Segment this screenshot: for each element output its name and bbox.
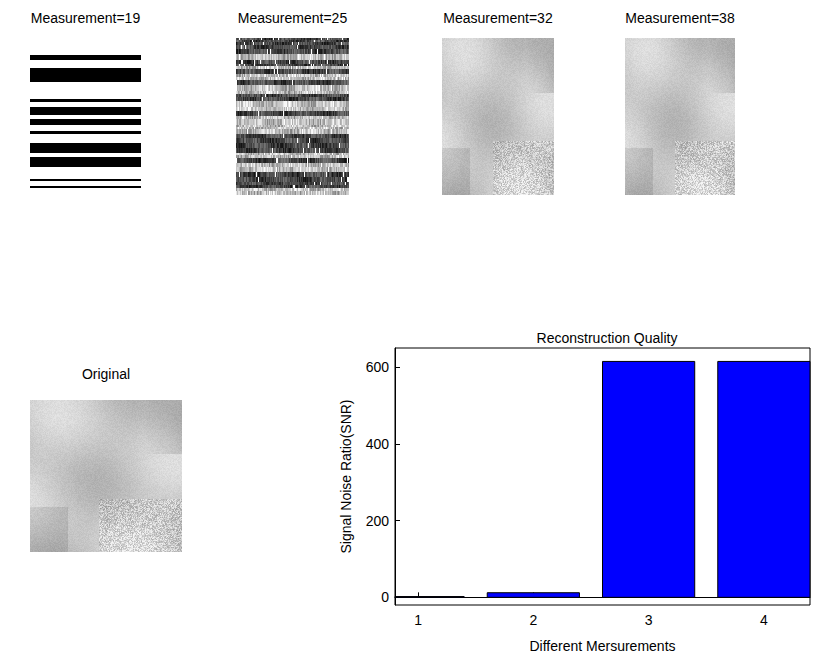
svg-text:0: 0 — [381, 589, 389, 605]
svg-text:Different Mersurements: Different Mersurements — [529, 638, 675, 654]
svg-text:200: 200 — [366, 513, 390, 529]
html-text:Measurement=19: Measurement=19 — [30, 10, 141, 26]
svg-text:4: 4 — [760, 612, 768, 628]
svg-text:600: 600 — [366, 359, 390, 375]
html-text:Measurement=38: Measurement=38 — [625, 10, 735, 26]
html-text:Measurement=25: Measurement=25 — [237, 10, 348, 26]
html-text:Original: Original — [81, 366, 131, 382]
html-text:Measurement=32: Measurement=32 — [443, 10, 553, 26]
svg-text:1: 1 — [414, 612, 422, 628]
svg-text:3: 3 — [645, 612, 653, 628]
svg-text:Signal Noise Ratio(SNR): Signal Noise Ratio(SNR) — [338, 399, 354, 553]
svg-text:Reconstruction Quality: Reconstruction Quality — [537, 330, 678, 346]
svg-text:400: 400 — [366, 436, 390, 452]
svg-text:2: 2 — [529, 612, 537, 628]
